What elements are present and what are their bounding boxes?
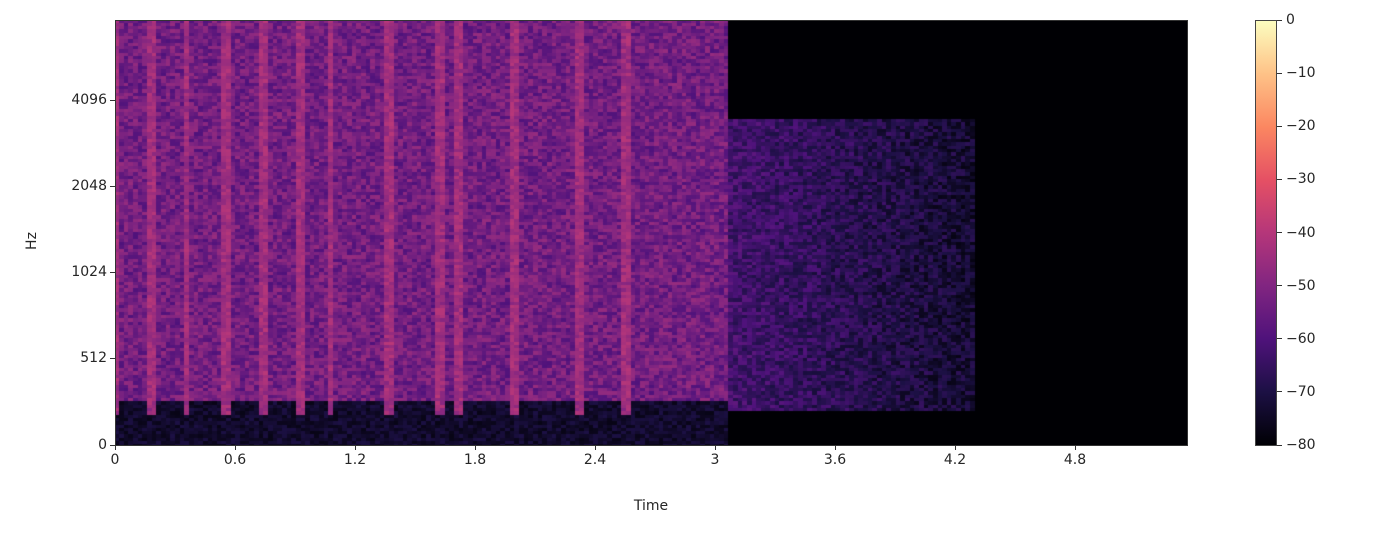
y-tick bbox=[110, 444, 115, 446]
x-tick-label: 0 bbox=[110, 452, 120, 468]
colorbar-tick-label: −10 bbox=[1286, 65, 1316, 82]
x-tick-label: 4.8 bbox=[1063, 452, 1087, 468]
colorbar bbox=[1255, 20, 1277, 446]
colorbar-tick-label: −80 bbox=[1286, 437, 1316, 453]
y-tick bbox=[110, 185, 115, 187]
y-tick-label: 512 bbox=[80, 350, 107, 366]
colorbar-tick bbox=[1277, 178, 1282, 180]
colorbar-tick bbox=[1277, 19, 1282, 21]
y-tick-label: 2048 bbox=[71, 178, 107, 194]
x-tick-label: 3 bbox=[710, 452, 720, 468]
x-tick bbox=[114, 445, 116, 450]
x-axis-label: Time bbox=[633, 498, 669, 514]
y-tick bbox=[110, 99, 115, 101]
x-tick bbox=[714, 445, 716, 450]
y-tick-label: 0 bbox=[98, 437, 107, 453]
colorbar-tick-label: 0 bbox=[1286, 12, 1295, 28]
y-tick bbox=[110, 357, 115, 359]
x-tick-label: 4.2 bbox=[943, 452, 967, 468]
x-tick bbox=[834, 445, 836, 450]
y-tick-label: 4096 bbox=[71, 92, 107, 108]
colorbar-tick bbox=[1277, 125, 1282, 127]
colorbar-tick bbox=[1277, 444, 1282, 446]
y-axis-label: Hz bbox=[24, 232, 40, 250]
colorbar-tick bbox=[1277, 285, 1282, 287]
colorbar-tick-label: −60 bbox=[1286, 330, 1316, 347]
y-tick-label: 1024 bbox=[71, 264, 107, 280]
x-tick bbox=[354, 445, 356, 450]
x-tick-label: 1.2 bbox=[343, 452, 367, 468]
colorbar-tick-label: −30 bbox=[1286, 171, 1316, 188]
colorbar-tick bbox=[1277, 391, 1282, 393]
spectrogram-heatmap bbox=[115, 20, 1187, 445]
x-tick bbox=[1074, 445, 1076, 450]
colorbar-tick bbox=[1277, 72, 1282, 74]
colorbar-tick-label: −40 bbox=[1286, 224, 1316, 241]
colorbar-tick-label: −70 bbox=[1286, 383, 1316, 400]
colorbar-tick-label: −20 bbox=[1286, 118, 1316, 135]
spectrogram-plot-area bbox=[115, 20, 1187, 445]
x-tick-label: 2.4 bbox=[583, 452, 607, 468]
x-tick bbox=[594, 445, 596, 450]
x-tick bbox=[954, 445, 956, 450]
x-tick bbox=[234, 445, 236, 450]
x-tick-label: 3.6 bbox=[823, 452, 847, 468]
y-tick bbox=[110, 271, 115, 273]
colorbar-tick-label: −50 bbox=[1286, 277, 1316, 294]
x-tick-label: 1.8 bbox=[463, 452, 487, 468]
x-tick bbox=[474, 445, 476, 450]
x-tick-label: 0.6 bbox=[223, 452, 247, 468]
colorbar-tick bbox=[1277, 232, 1282, 233]
colorbar-tick bbox=[1277, 338, 1282, 340]
